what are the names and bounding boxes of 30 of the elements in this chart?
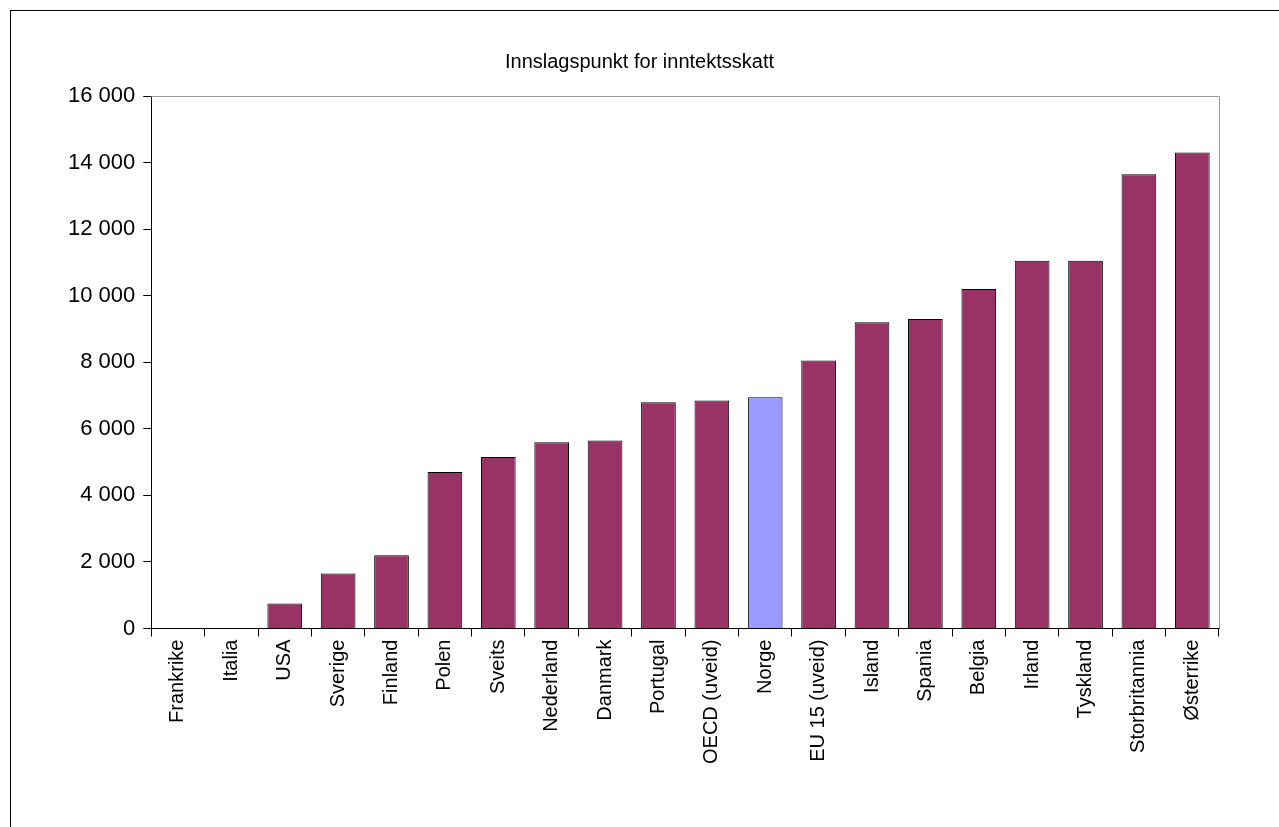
x-tick-label: Irland — [1019, 639, 1042, 690]
x-tick-label: Portugal — [645, 639, 668, 715]
y-tick-label: 16 000 — [67, 82, 136, 108]
x-tick-label: Island — [859, 639, 882, 693]
y-tick-label: 4 000 — [80, 481, 136, 507]
chart-title: Innslagspunkt for inntektsskatt — [504, 49, 775, 72]
x-tick-label: Frankrike — [165, 639, 188, 723]
x-tick-label: Danmark — [592, 638, 615, 721]
x-tick-label: Sveits — [485, 639, 508, 694]
x-tick-label: Sverige — [325, 639, 348, 708]
y-tick-label: 2 000 — [80, 548, 136, 574]
x-tick-label: Polen — [432, 639, 455, 691]
x-tick-label: USA — [272, 638, 295, 681]
x-tick-label: EU 15 (uveid) — [806, 639, 829, 762]
y-tick-label: 6 000 — [80, 414, 136, 440]
x-tick-label: Spania — [912, 638, 935, 702]
y-tick-label: 0 — [123, 614, 136, 640]
x-tick-label: OECD (uveid) — [699, 639, 722, 765]
x-tick-label: Østerrike — [1179, 639, 1202, 721]
y-tick-label: 12 000 — [67, 215, 136, 241]
y-tick-label: 10 000 — [67, 281, 136, 307]
x-tick-label: Belgia — [966, 638, 989, 696]
y-tick-label: 14 000 — [67, 148, 136, 174]
x-tick-label: Tyskland — [1073, 639, 1096, 719]
x-tick-label: Italia — [218, 638, 241, 682]
x-tick-label: Nederland — [539, 639, 562, 732]
x-tick-label: Finland — [379, 639, 402, 706]
x-tick-label: Norge — [752, 639, 775, 695]
y-tick-label: 8 000 — [80, 348, 136, 374]
x-tick-label: Storbritannia — [1126, 638, 1149, 753]
